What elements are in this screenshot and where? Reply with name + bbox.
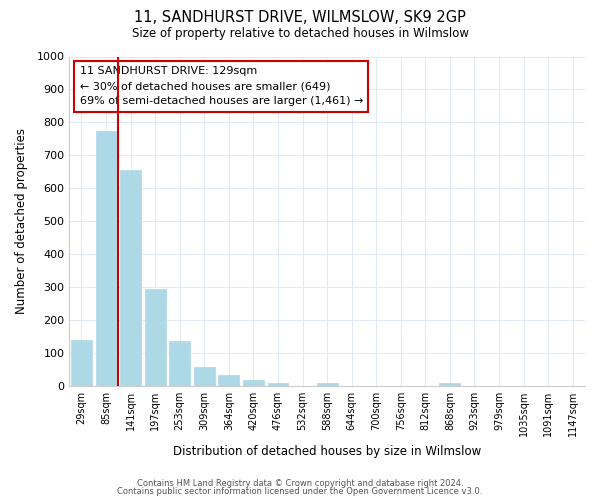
Bar (243, 380, 264, 386)
Bar (268, 382, 289, 386)
Bar (71, 340, 92, 386)
Bar (439, 383, 460, 386)
Text: Size of property relative to detached houses in Wilmslow: Size of property relative to detached ho… (131, 28, 469, 40)
Bar (95, 130, 116, 386)
Bar (194, 367, 215, 386)
Bar (317, 384, 338, 386)
Y-axis label: Number of detached properties: Number of detached properties (15, 128, 28, 314)
Bar (218, 376, 239, 386)
X-axis label: Distribution of detached houses by size in Wilmslow: Distribution of detached houses by size … (173, 444, 481, 458)
Text: Contains HM Land Registry data © Crown copyright and database right 2024.: Contains HM Land Registry data © Crown c… (137, 478, 463, 488)
Bar (120, 170, 141, 386)
Text: 11 SANDHURST DRIVE: 129sqm
← 30% of detached houses are smaller (649)
69% of sem: 11 SANDHURST DRIVE: 129sqm ← 30% of deta… (80, 66, 363, 106)
Text: Contains public sector information licensed under the Open Government Licence v3: Contains public sector information licen… (118, 487, 482, 496)
Bar (145, 288, 166, 386)
Text: 11, SANDHURST DRIVE, WILMSLOW, SK9 2GP: 11, SANDHURST DRIVE, WILMSLOW, SK9 2GP (134, 10, 466, 25)
Bar (169, 342, 190, 386)
